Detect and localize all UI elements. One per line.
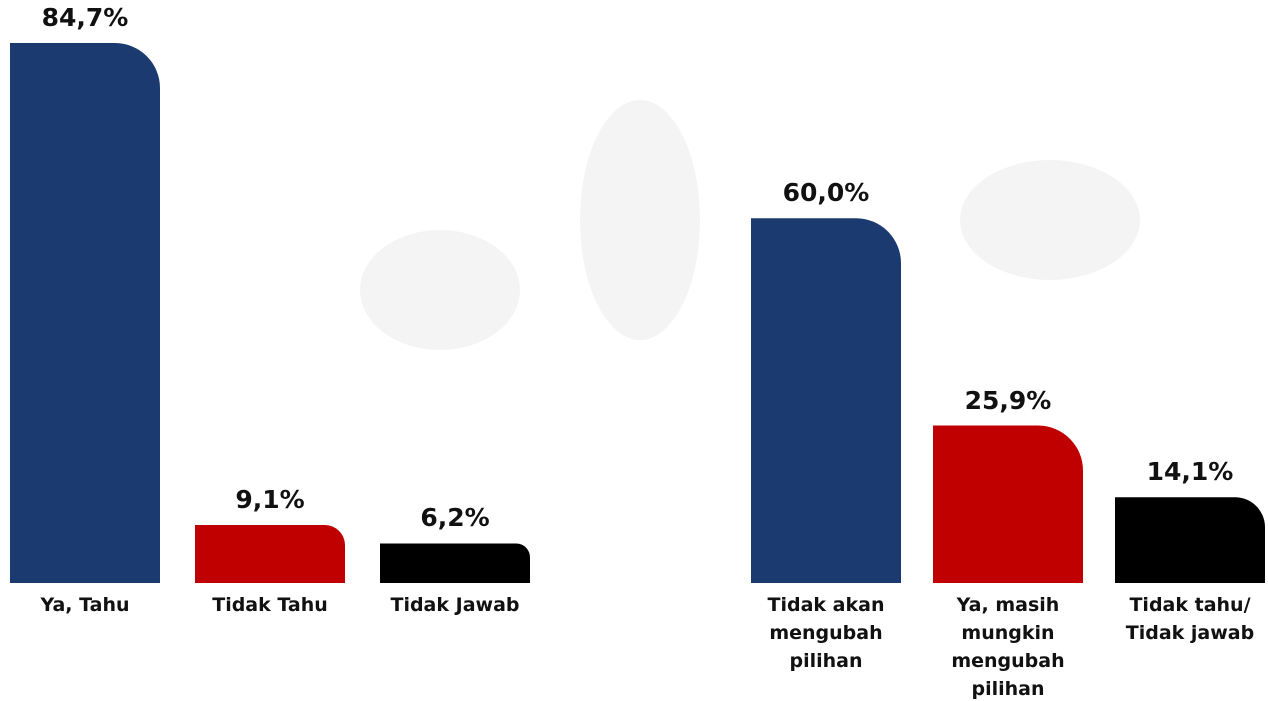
background xyxy=(360,100,1140,350)
bar xyxy=(195,524,345,583)
value-label: 25,9% xyxy=(964,385,1052,415)
bar xyxy=(10,43,160,584)
bar xyxy=(380,543,530,583)
category-label: Tidak tahu/ Tidak jawab xyxy=(1125,594,1255,644)
bar xyxy=(751,218,901,583)
category-label: Ya, Tahu xyxy=(40,594,130,616)
bar xyxy=(1115,497,1265,583)
category-label: Ya, masih mungkin mengubah pilihan xyxy=(951,594,1065,700)
value-label: 60,0% xyxy=(782,178,870,208)
value-label: 14,1% xyxy=(1146,457,1234,487)
value-label: 6,2% xyxy=(420,503,490,533)
category-label: Tidak akan mengubah pilihan xyxy=(767,594,885,672)
category-label: Tidak Tahu xyxy=(212,594,328,616)
value-label: 9,1% xyxy=(235,484,305,514)
bar xyxy=(933,425,1083,583)
category-label: Tidak Jawab xyxy=(390,594,520,616)
value-label: 84,7% xyxy=(41,3,129,33)
